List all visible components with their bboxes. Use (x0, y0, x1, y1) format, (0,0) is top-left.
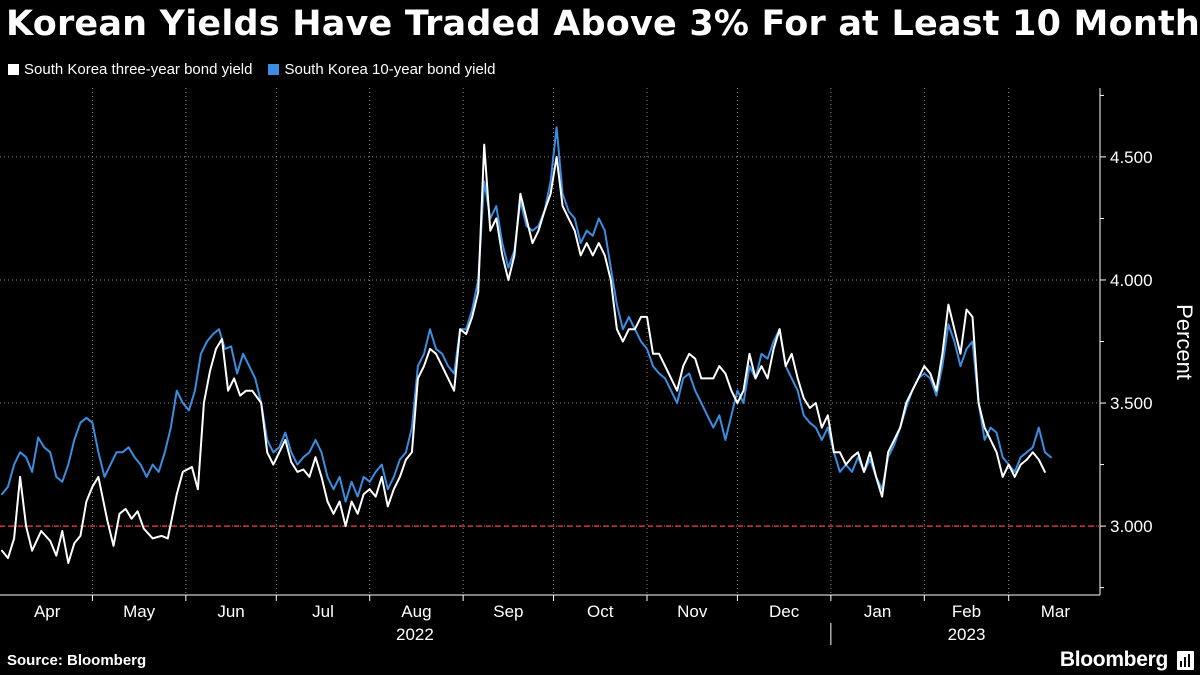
source-note: Source: Bloomberg (7, 652, 147, 669)
x-tick-label-may: May (123, 602, 156, 621)
legend-swatch-ten-year (268, 64, 280, 75)
x-tick-label-nov: Nov (677, 602, 708, 621)
x-tick-label-feb: Feb (952, 602, 981, 621)
legend-item-ten-year: South Korea 10-year bond yield (268, 61, 495, 78)
x-tick-label-jan: Jan (864, 602, 891, 621)
bloomberg-terminal-icon (1177, 651, 1194, 670)
y-tick-label-0: 3.000 (1110, 517, 1153, 536)
year-label-2022: 2022 (396, 625, 434, 644)
x-tick-label-oct: Oct (587, 602, 614, 621)
y-tick-label-2: 4.000 (1110, 271, 1153, 290)
x-tick-label-dec: Dec (769, 602, 800, 621)
year-label-2023: 2023 (948, 625, 986, 644)
x-tick-label-apr: Apr (34, 602, 61, 621)
x-tick-label-jun: Jun (217, 602, 244, 621)
legend: South Korea three-year bond yield South … (8, 61, 511, 78)
legend-label-ten-year: South Korea 10-year bond yield (284, 61, 496, 78)
legend-item-three-year: South Korea three-year bond yield (8, 61, 252, 78)
x-tick-label-aug: Aug (401, 602, 431, 621)
legend-swatch-three-year (8, 64, 19, 75)
y-tick-label-3: 4.500 (1110, 148, 1153, 167)
y-tick-label-1: 3.500 (1110, 394, 1153, 413)
x-tick-label-jul: Jul (312, 602, 334, 621)
series-line-ten-year (1, 126, 1052, 503)
y-axis-title: Percent (1172, 304, 1197, 380)
x-tick-label-sep: Sep (493, 602, 523, 621)
legend-label-three-year: South Korea three-year bond yield (24, 61, 253, 78)
bloomberg-terminal-icon-glyph (1180, 654, 1190, 667)
chart-title: Korean Yields Have Traded Above 3% For a… (6, 4, 1200, 44)
x-tick-label-mar: Mar (1041, 602, 1071, 621)
series-line-three-year (1, 143, 1046, 564)
brand-wordmark: Bloomberg (1059, 648, 1168, 671)
